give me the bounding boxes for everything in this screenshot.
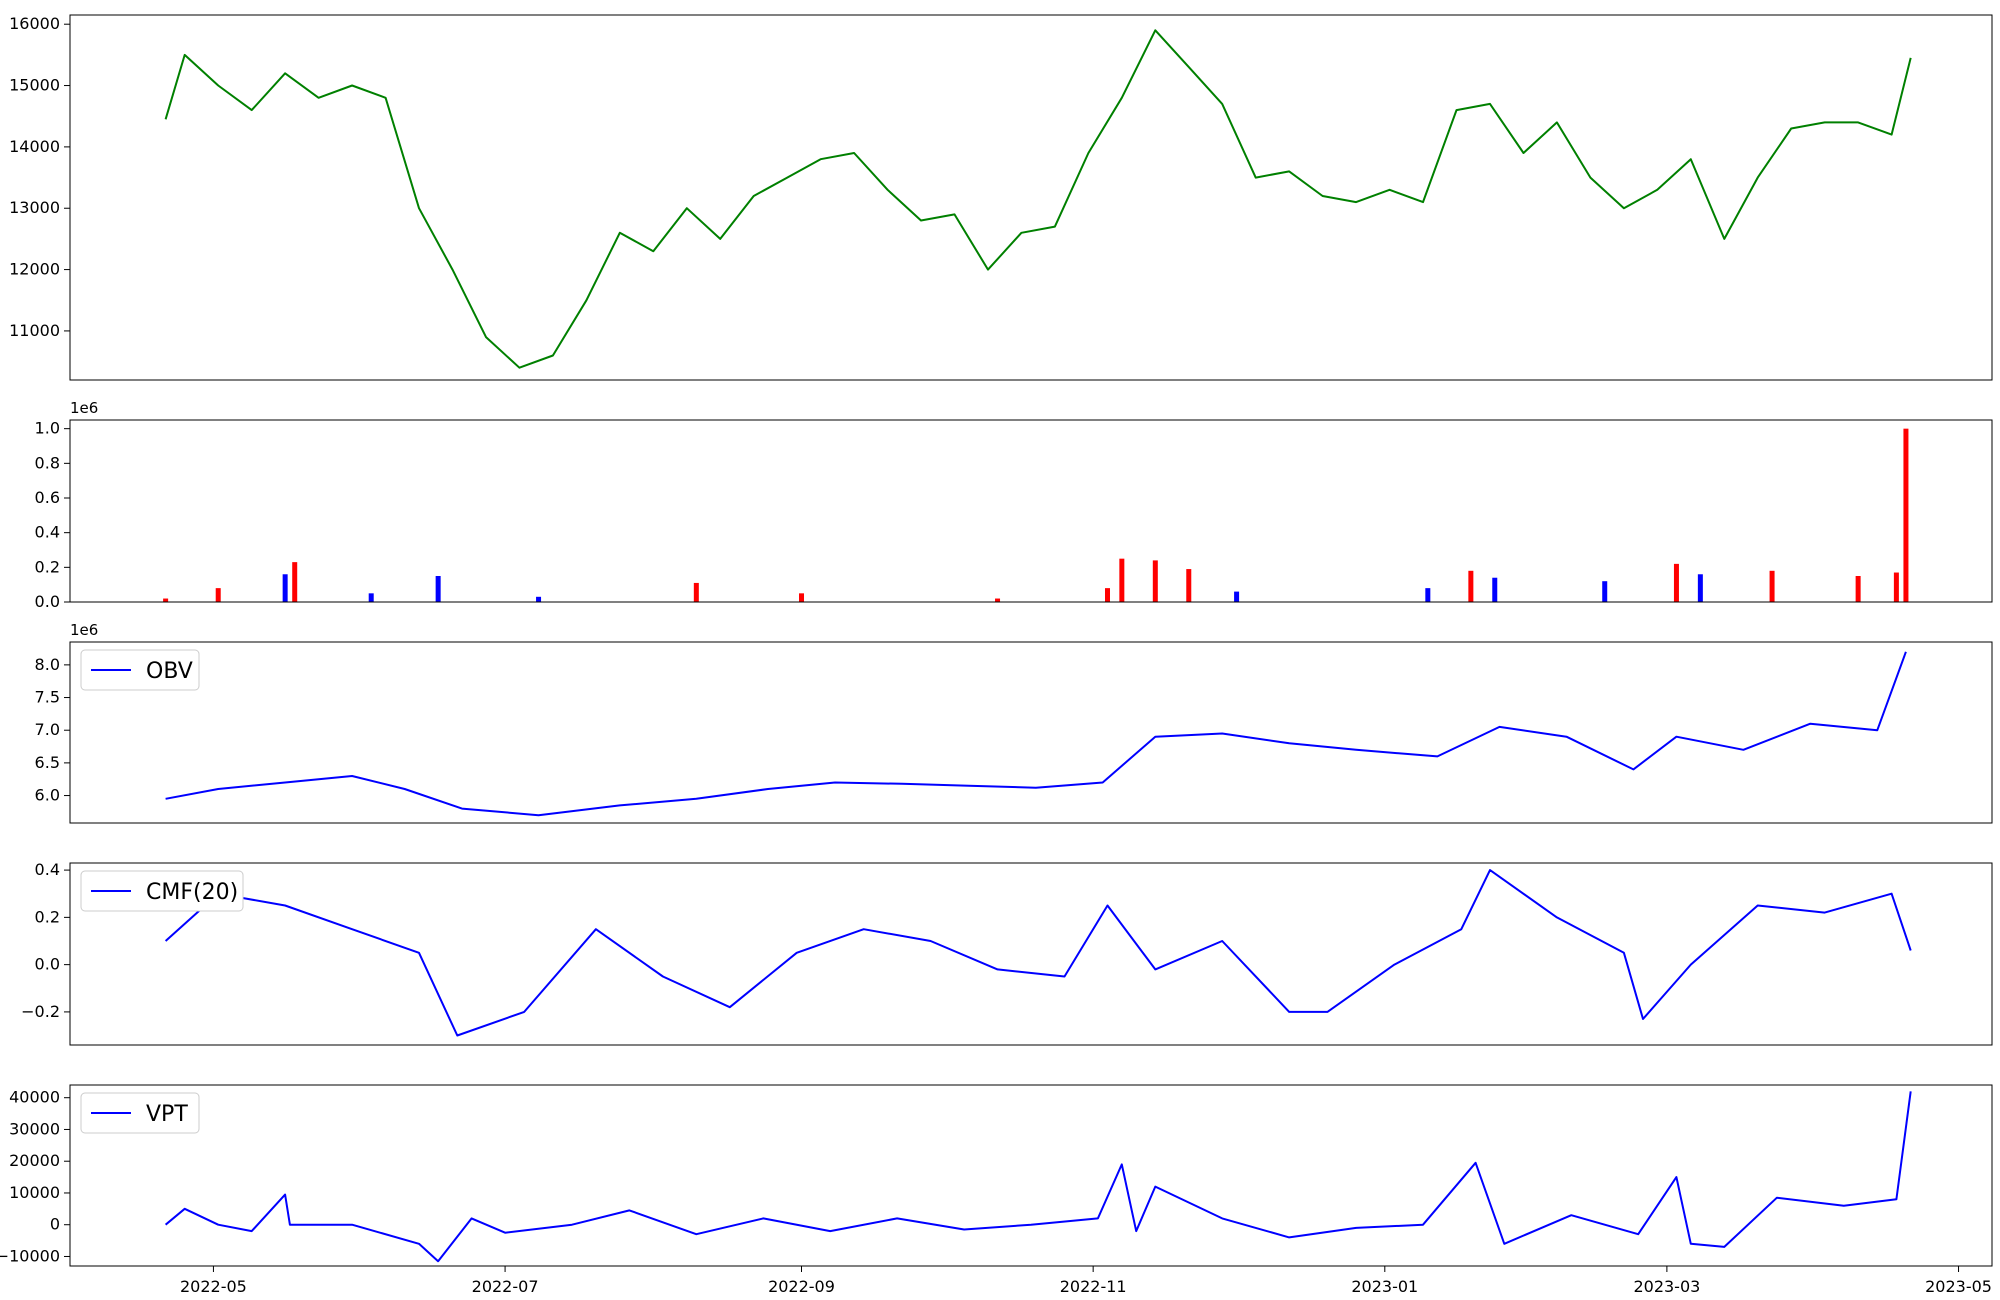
legend-label: OBV <box>146 659 193 684</box>
volume-bar <box>995 598 1001 602</box>
volume-bar <box>435 576 441 602</box>
y-tick-label: 0 <box>50 1215 60 1234</box>
obv-line <box>165 651 1907 817</box>
y-tick-label: 0.2 <box>35 557 60 576</box>
volume-bar <box>1769 570 1775 602</box>
vpt-panel: −10000 0 10000 20000 30000 40000 VPT 2022-05 202… <box>0 1084 1993 1296</box>
y-tick-label: 0.4 <box>35 860 60 879</box>
volume-bar <box>1186 569 1192 602</box>
y-tick-label: 16000 <box>9 14 60 33</box>
axes-frame <box>69 1084 1993 1267</box>
x-tick-label: 2022-05 <box>180 1277 247 1296</box>
volume-bar <box>1697 574 1703 602</box>
cmf-panel: −0.2 0.0 0.2 0.4 CMF(20) <box>21 860 1993 1046</box>
volume-bar <box>1492 577 1498 602</box>
volume-bar <box>163 598 169 602</box>
volume-bar <box>536 596 542 602</box>
y-tick-label: 13000 <box>9 198 60 217</box>
legend-label: CMF(20) <box>146 880 238 905</box>
x-tick-label: 2022-09 <box>768 1277 835 1296</box>
volume-bar <box>368 593 374 602</box>
y-tick-label: 6.0 <box>35 786 60 805</box>
axes-frame <box>69 641 1993 824</box>
legend: OBV <box>80 649 200 691</box>
volume-bar <box>799 593 805 602</box>
volume-bar <box>1602 581 1608 602</box>
axes-frame <box>69 14 1993 381</box>
y-tick-label: 12000 <box>9 260 60 279</box>
y-tick-label: 0.0 <box>35 592 60 611</box>
scale-label: 1e6 <box>70 399 98 417</box>
y-tick-label: 0.8 <box>35 453 60 472</box>
volume-bar <box>1855 576 1861 602</box>
legend-box <box>80 870 244 912</box>
volume-bar <box>1104 588 1110 602</box>
legend-label: VPT <box>146 1102 188 1127</box>
vpt-line <box>164 1091 1912 1263</box>
y-tick-label: 0.4 <box>35 523 60 542</box>
volume-bar <box>1119 558 1125 602</box>
y-tick-label: 10000 <box>9 1183 60 1202</box>
y-tick-label: 11000 <box>9 321 60 340</box>
axes-frame <box>69 862 1993 1046</box>
legend: CMF(20) <box>80 870 244 912</box>
y-tick-label: −0.2 <box>21 1002 60 1021</box>
price-line <box>164 29 1912 369</box>
volume-bar <box>292 562 298 602</box>
volume-bar <box>282 574 288 602</box>
y-tick-label: 1.0 <box>35 419 60 438</box>
volume-bar <box>1468 570 1474 602</box>
y-tick-label: 30000 <box>9 1119 60 1138</box>
y-tick-label: 7.0 <box>35 720 60 739</box>
x-tick-label: 2023-03 <box>1633 1277 1700 1296</box>
y-tick-label: 14000 <box>9 137 60 156</box>
y-tick-label: 6.5 <box>35 753 60 772</box>
y-tick-label: 15000 <box>9 76 60 95</box>
y-tick-label: 7.5 <box>35 688 60 707</box>
y-tick-label: 0.6 <box>35 488 60 507</box>
axes-frame <box>69 419 1993 603</box>
volume-bar <box>215 588 221 602</box>
x-tick-label: 2023-01 <box>1351 1277 1418 1296</box>
cmf-line <box>164 869 1912 1037</box>
volume-panel: 0.0 0.2 0.4 0.6 0.8 1.0 1e6 <box>35 399 1993 611</box>
legend: VPT <box>80 1092 200 1134</box>
obv-panel: 6.0 6.5 7.0 7.5 8.0 1e6 OBV <box>35 621 1993 824</box>
y-tick-label: 0.0 <box>35 955 60 974</box>
x-tick-label: 2022-07 <box>472 1277 539 1296</box>
x-tick-label: 2023-05 <box>1925 1277 1992 1296</box>
y-tick-label: 20000 <box>9 1151 60 1170</box>
y-tick-label: 40000 <box>9 1088 60 1107</box>
y-tick-label: 0.2 <box>35 907 60 926</box>
volume-bar <box>1425 588 1431 602</box>
volume-bar <box>1234 591 1240 602</box>
volume-bar <box>1893 572 1899 602</box>
x-tick-label: 2022-11 <box>1060 1277 1127 1296</box>
scale-label: 1e6 <box>70 621 98 639</box>
volume-bar <box>693 582 699 602</box>
volume-bar <box>1152 560 1158 602</box>
volume-bar <box>1673 563 1679 602</box>
y-tick-label: −10000 <box>0 1246 60 1265</box>
volume-bar <box>1903 428 1909 602</box>
legend-box <box>80 649 200 691</box>
legend-box <box>80 1092 200 1134</box>
y-tick-label: 8.0 <box>35 655 60 674</box>
price-panel: 11000 12000 13000 14000 15000 16000 <box>9 14 1993 381</box>
